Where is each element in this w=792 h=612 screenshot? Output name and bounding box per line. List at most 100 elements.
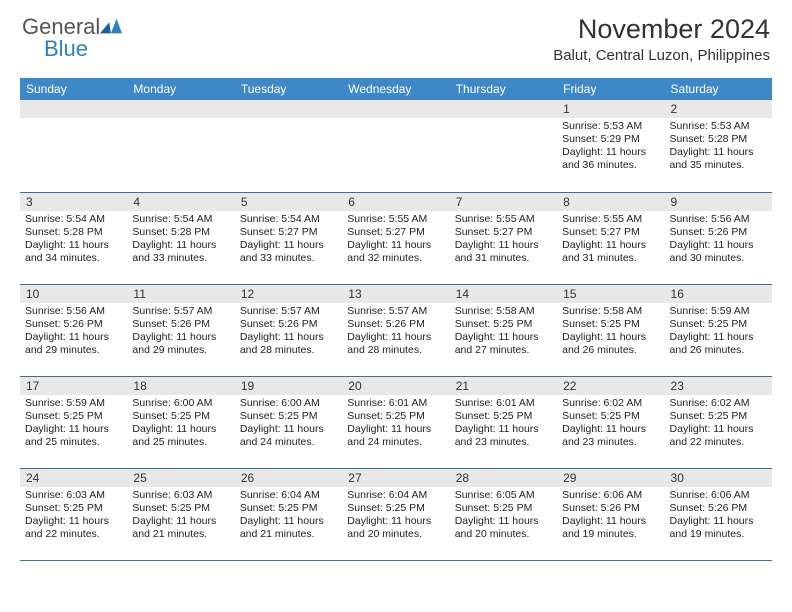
day-content: Sunrise: 5:55 AMSunset: 5:27 PMDaylight:… <box>342 211 449 270</box>
day-header-sunday: Sunday <box>20 78 127 100</box>
day-content: Sunrise: 5:54 AMSunset: 5:28 PMDaylight:… <box>127 211 234 270</box>
day-cell <box>20 100 127 192</box>
sunrise-text: Sunrise: 6:02 AM <box>562 397 659 410</box>
brand-logo: General Blue <box>22 14 122 62</box>
header: General Blue November 2024 Balut, Centra… <box>0 0 792 70</box>
sunset-text: Sunset: 5:25 PM <box>455 410 552 423</box>
sunset-text: Sunset: 5:25 PM <box>670 318 767 331</box>
daylight-text: Daylight: 11 hours and 34 minutes. <box>25 239 122 265</box>
day-cell: 5Sunrise: 5:54 AMSunset: 5:27 PMDaylight… <box>235 192 342 284</box>
sunrise-text: Sunrise: 5:55 AM <box>455 213 552 226</box>
daylight-text: Daylight: 11 hours and 28 minutes. <box>240 331 337 357</box>
sunrise-text: Sunrise: 6:05 AM <box>455 489 552 502</box>
sunrise-text: Sunrise: 6:01 AM <box>455 397 552 410</box>
week-row: 24Sunrise: 6:03 AMSunset: 5:25 PMDayligh… <box>20 468 772 560</box>
day-content: Sunrise: 5:53 AMSunset: 5:29 PMDaylight:… <box>557 118 664 177</box>
sunrise-text: Sunrise: 5:59 AM <box>670 305 767 318</box>
day-number: 23 <box>665 377 772 395</box>
daylight-text: Daylight: 11 hours and 29 minutes. <box>132 331 229 357</box>
day-header-friday: Friday <box>557 78 664 100</box>
day-content: Sunrise: 5:55 AMSunset: 5:27 PMDaylight:… <box>557 211 664 270</box>
daylight-text: Daylight: 11 hours and 19 minutes. <box>670 515 767 541</box>
sunset-text: Sunset: 5:27 PM <box>455 226 552 239</box>
day-cell: 8Sunrise: 5:55 AMSunset: 5:27 PMDaylight… <box>557 192 664 284</box>
day-header-monday: Monday <box>127 78 234 100</box>
sunrise-text: Sunrise: 6:00 AM <box>240 397 337 410</box>
daylight-text: Daylight: 11 hours and 20 minutes. <box>455 515 552 541</box>
day-content: Sunrise: 6:02 AMSunset: 5:25 PMDaylight:… <box>665 395 772 454</box>
sunrise-text: Sunrise: 6:04 AM <box>347 489 444 502</box>
day-number: 22 <box>557 377 664 395</box>
day-cell: 27Sunrise: 6:04 AMSunset: 5:25 PMDayligh… <box>342 468 449 560</box>
day-content: Sunrise: 6:04 AMSunset: 5:25 PMDaylight:… <box>342 487 449 546</box>
sunrise-text: Sunrise: 5:57 AM <box>240 305 337 318</box>
daylight-text: Daylight: 11 hours and 30 minutes. <box>670 239 767 265</box>
sunset-text: Sunset: 5:29 PM <box>562 133 659 146</box>
day-cell: 19Sunrise: 6:00 AMSunset: 5:25 PMDayligh… <box>235 376 342 468</box>
day-number: 7 <box>450 193 557 211</box>
day-header-thursday: Thursday <box>450 78 557 100</box>
day-content: Sunrise: 6:03 AMSunset: 5:25 PMDaylight:… <box>20 487 127 546</box>
sunset-text: Sunset: 5:27 PM <box>347 226 444 239</box>
sunrise-text: Sunrise: 5:59 AM <box>25 397 122 410</box>
sunset-text: Sunset: 5:28 PM <box>132 226 229 239</box>
day-cell: 20Sunrise: 6:01 AMSunset: 5:25 PMDayligh… <box>342 376 449 468</box>
sunrise-text: Sunrise: 5:54 AM <box>25 213 122 226</box>
week-row: 1Sunrise: 5:53 AMSunset: 5:29 PMDaylight… <box>20 100 772 192</box>
day-content: Sunrise: 6:06 AMSunset: 5:26 PMDaylight:… <box>665 487 772 546</box>
day-cell: 29Sunrise: 6:06 AMSunset: 5:26 PMDayligh… <box>557 468 664 560</box>
day-content: Sunrise: 5:55 AMSunset: 5:27 PMDaylight:… <box>450 211 557 270</box>
week-row: 17Sunrise: 5:59 AMSunset: 5:25 PMDayligh… <box>20 376 772 468</box>
day-number: 24 <box>20 469 127 487</box>
day-cell: 16Sunrise: 5:59 AMSunset: 5:25 PMDayligh… <box>665 284 772 376</box>
sunset-text: Sunset: 5:27 PM <box>562 226 659 239</box>
sunset-text: Sunset: 5:28 PM <box>25 226 122 239</box>
week-row: 3Sunrise: 5:54 AMSunset: 5:28 PMDaylight… <box>20 192 772 284</box>
day-content: Sunrise: 5:56 AMSunset: 5:26 PMDaylight:… <box>665 211 772 270</box>
day-cell: 18Sunrise: 6:00 AMSunset: 5:25 PMDayligh… <box>127 376 234 468</box>
day-number: 4 <box>127 193 234 211</box>
empty-daynum <box>342 100 449 118</box>
sunset-text: Sunset: 5:25 PM <box>240 410 337 423</box>
calendar-table: SundayMondayTuesdayWednesdayThursdayFrid… <box>20 78 772 561</box>
day-number: 26 <box>235 469 342 487</box>
sunrise-text: Sunrise: 6:01 AM <box>347 397 444 410</box>
sunrise-text: Sunrise: 6:02 AM <box>670 397 767 410</box>
day-header-tuesday: Tuesday <box>235 78 342 100</box>
day-content: Sunrise: 5:53 AMSunset: 5:28 PMDaylight:… <box>665 118 772 177</box>
day-number: 1 <box>557 100 664 118</box>
sunset-text: Sunset: 5:25 PM <box>562 410 659 423</box>
sunrise-text: Sunrise: 5:53 AM <box>562 120 659 133</box>
day-cell: 4Sunrise: 5:54 AMSunset: 5:28 PMDaylight… <box>127 192 234 284</box>
sunrise-text: Sunrise: 5:56 AM <box>670 213 767 226</box>
sunrise-text: Sunrise: 5:58 AM <box>455 305 552 318</box>
empty-daynum <box>20 100 127 118</box>
daylight-text: Daylight: 11 hours and 20 minutes. <box>347 515 444 541</box>
day-number: 21 <box>450 377 557 395</box>
day-number: 17 <box>20 377 127 395</box>
sunset-text: Sunset: 5:25 PM <box>670 410 767 423</box>
day-number: 11 <box>127 285 234 303</box>
sunset-text: Sunset: 5:25 PM <box>347 410 444 423</box>
sunset-text: Sunset: 5:25 PM <box>455 502 552 515</box>
day-content: Sunrise: 5:57 AMSunset: 5:26 PMDaylight:… <box>235 303 342 362</box>
sunrise-text: Sunrise: 6:03 AM <box>132 489 229 502</box>
day-content: Sunrise: 6:04 AMSunset: 5:25 PMDaylight:… <box>235 487 342 546</box>
sunrise-text: Sunrise: 5:56 AM <box>25 305 122 318</box>
sunset-text: Sunset: 5:27 PM <box>240 226 337 239</box>
sunrise-text: Sunrise: 6:00 AM <box>132 397 229 410</box>
day-cell: 9Sunrise: 5:56 AMSunset: 5:26 PMDaylight… <box>665 192 772 284</box>
day-cell: 23Sunrise: 6:02 AMSunset: 5:25 PMDayligh… <box>665 376 772 468</box>
day-cell: 12Sunrise: 5:57 AMSunset: 5:26 PMDayligh… <box>235 284 342 376</box>
day-cell: 17Sunrise: 5:59 AMSunset: 5:25 PMDayligh… <box>20 376 127 468</box>
day-cell: 24Sunrise: 6:03 AMSunset: 5:25 PMDayligh… <box>20 468 127 560</box>
title-block: November 2024 Balut, Central Luzon, Phil… <box>553 14 770 64</box>
day-cell: 6Sunrise: 5:55 AMSunset: 5:27 PMDaylight… <box>342 192 449 284</box>
sunrise-text: Sunrise: 5:55 AM <box>562 213 659 226</box>
daylight-text: Daylight: 11 hours and 25 minutes. <box>132 423 229 449</box>
daylight-text: Daylight: 11 hours and 31 minutes. <box>455 239 552 265</box>
daylight-text: Daylight: 11 hours and 35 minutes. <box>670 146 767 172</box>
sunset-text: Sunset: 5:25 PM <box>132 410 229 423</box>
daylight-text: Daylight: 11 hours and 36 minutes. <box>562 146 659 172</box>
day-content: Sunrise: 5:57 AMSunset: 5:26 PMDaylight:… <box>342 303 449 362</box>
